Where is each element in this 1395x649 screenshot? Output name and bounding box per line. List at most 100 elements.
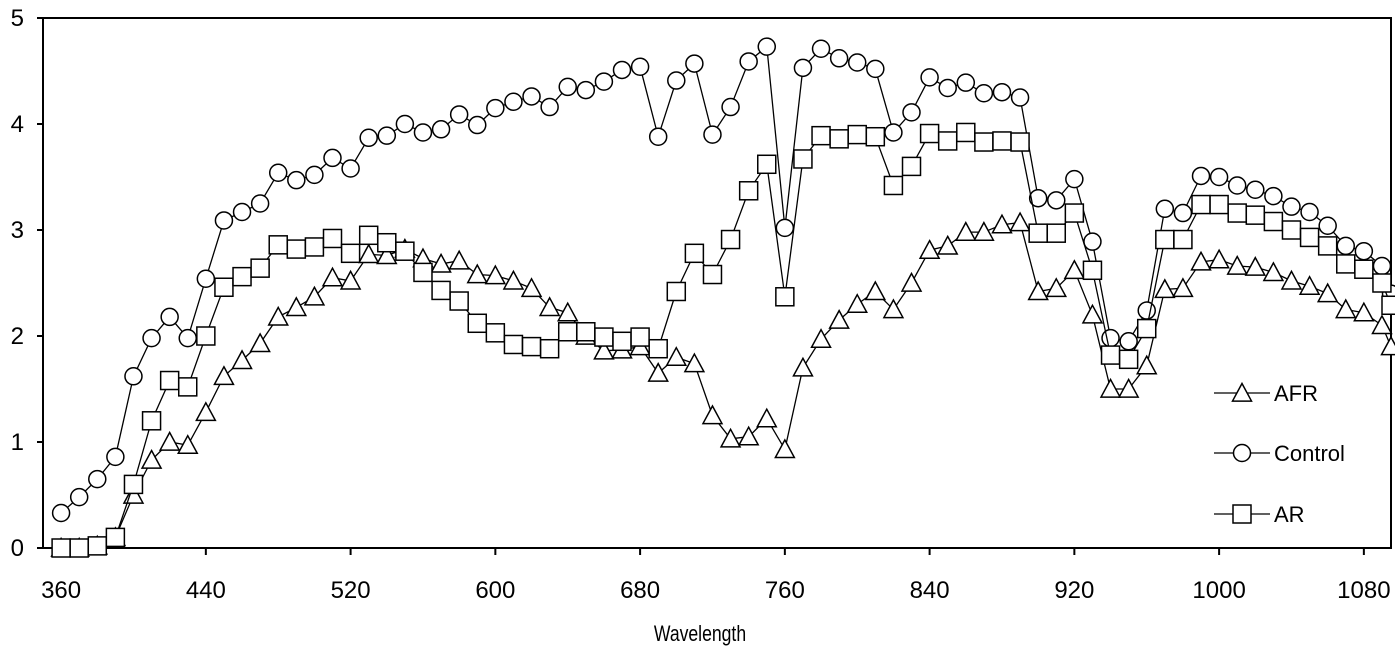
data-point-control — [974, 84, 994, 103]
y-tick-label: 2 — [11, 323, 24, 350]
data-point-afr — [647, 362, 669, 382]
data-point-ar — [594, 327, 614, 347]
data-point-ar — [576, 322, 596, 342]
data-point-ar — [232, 266, 252, 287]
data-point-afr — [1335, 298, 1357, 319]
x-tick-label: 360 — [41, 577, 81, 604]
data-point-control — [775, 218, 795, 238]
data-point-ar — [467, 313, 488, 334]
data-point-control — [793, 58, 813, 78]
data-point-ar — [521, 336, 542, 357]
x-tick-label: 920 — [1054, 577, 1094, 604]
y-tick-label: 5 — [11, 5, 24, 32]
data-point-ar — [105, 527, 126, 548]
data-point-control — [540, 97, 559, 117]
data-point-ar — [196, 326, 216, 346]
data-point-ar — [1028, 223, 1048, 243]
data-point-control — [1119, 332, 1138, 351]
data-point-afr — [430, 252, 452, 273]
data-point-ar — [268, 235, 288, 255]
data-point-afr — [303, 285, 326, 306]
data-point-afr — [593, 339, 615, 360]
data-point-ar — [1299, 227, 1320, 248]
data-point-ar — [123, 474, 144, 495]
data-point-control — [956, 73, 976, 92]
data-point-control — [558, 77, 577, 97]
data-point-ar — [340, 243, 361, 264]
data-point-afr — [1226, 254, 1248, 275]
data-point-control — [648, 127, 668, 146]
legend-label: AFR — [1274, 381, 1318, 406]
data-point-ar — [503, 334, 524, 355]
data-point-afr — [810, 328, 832, 349]
data-point-afr — [1099, 377, 1122, 398]
data-point-control — [178, 328, 198, 348]
data-point-ar — [648, 338, 668, 359]
legend-marker-afr — [1231, 381, 1253, 402]
data-point-control — [1227, 176, 1247, 195]
data-point-ar — [413, 262, 433, 283]
data-point-control — [866, 59, 885, 79]
data-point-ar — [159, 370, 180, 391]
x-axis-title: Wavelength — [654, 622, 746, 646]
y-tick-label: 3 — [11, 217, 24, 244]
data-point-control — [431, 120, 451, 139]
data-point-control — [1065, 169, 1084, 189]
data-point-control — [703, 125, 722, 144]
data-point-afr — [339, 269, 362, 290]
x-tick-label: 1080 — [1337, 577, 1390, 604]
data-point-ar — [286, 239, 307, 259]
data-point-ar — [395, 241, 415, 261]
data-point-ar — [1100, 345, 1121, 365]
data-point-afr — [285, 296, 308, 317]
legend: AFR Control AR — [1214, 381, 1345, 527]
data-point-control — [232, 202, 252, 222]
data-point-ar — [956, 122, 976, 143]
data-point-afr — [665, 346, 688, 367]
data-point-control — [1264, 186, 1283, 206]
data-point-control — [468, 115, 487, 135]
legend-marker-ar — [1232, 504, 1252, 524]
data-point-ar — [1354, 259, 1374, 279]
data-point-control — [811, 39, 831, 58]
x-tick-label: 520 — [331, 577, 371, 604]
y-tick-label: 4 — [11, 111, 24, 138]
x-tick-label: 760 — [765, 577, 805, 604]
data-point-ar — [992, 131, 1012, 151]
data-point-control — [359, 128, 378, 148]
data-point-afr — [195, 401, 217, 422]
data-point-ar — [666, 281, 687, 302]
x-tick-label: 1000 — [1192, 577, 1245, 604]
data-point-afr — [882, 298, 905, 319]
data-point-ar — [431, 280, 451, 301]
data-point-control — [449, 105, 469, 124]
data-point-afr — [1353, 301, 1375, 322]
data-point-ar — [1336, 254, 1356, 274]
data-point-control — [902, 103, 921, 122]
data-point-ar — [865, 126, 886, 147]
data-point-afr — [267, 305, 289, 326]
data-point-afr — [321, 266, 344, 287]
data-point-afr — [756, 407, 778, 428]
y-tick-label: 1 — [11, 429, 24, 456]
data-point-control — [305, 165, 324, 185]
x-tick-label: 600 — [475, 577, 515, 604]
data-point-ar — [141, 411, 162, 431]
x-tick-label: 680 — [620, 577, 660, 604]
data-point-ar — [974, 132, 994, 152]
data-point-ar — [702, 264, 723, 285]
data-point-ar — [811, 125, 831, 146]
data-point-afr — [1027, 280, 1049, 301]
data-point-ar — [377, 232, 397, 253]
data-point-afr — [158, 430, 181, 451]
data-point-afr — [864, 280, 887, 301]
x-tick-label: 840 — [910, 577, 950, 604]
data-point-afr — [1280, 269, 1303, 290]
data-point-ar — [1191, 194, 1211, 215]
data-point-control — [196, 269, 216, 289]
data-point-ar — [1173, 229, 1193, 250]
data-point-ar — [1118, 349, 1139, 370]
data-point-afr — [701, 404, 724, 425]
data-point-control — [847, 53, 867, 72]
data-point-afr — [1244, 256, 1267, 276]
